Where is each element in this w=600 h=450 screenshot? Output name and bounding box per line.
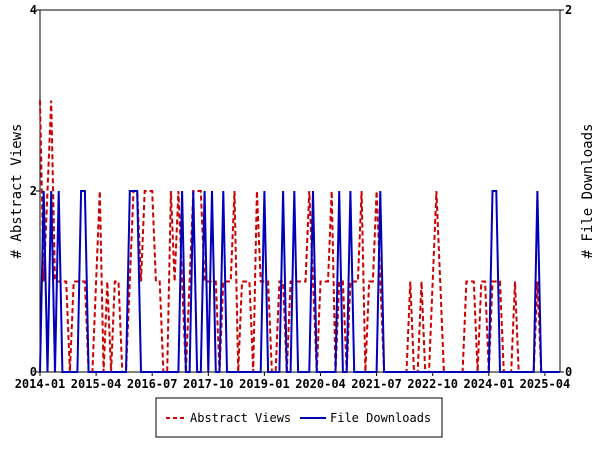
- x-tick-label: 2025-04: [520, 377, 571, 391]
- x-tick-label: 2022-10: [407, 377, 458, 391]
- x-tick-label: 2015-04: [71, 377, 122, 391]
- y-left-tick-label: 0: [30, 365, 37, 379]
- y-axis-left-label: # Abstract Views: [9, 124, 25, 259]
- x-tick-label: 2021-07: [351, 377, 402, 391]
- x-tick-label: 2014-01: [15, 377, 66, 391]
- legend-box: [155, 397, 443, 438]
- x-tick-label: 2024-01: [464, 377, 515, 391]
- y-axis-right-label: # File Downloads: [580, 124, 596, 259]
- axis-ticks: 2014-01 2015-04 2016-07 2017-10 2019-01 2020-…: [15, 3, 573, 391]
- legend-label-abstract-views: Abstract Views: [190, 411, 291, 425]
- y-left-tick-label: 2: [30, 184, 37, 198]
- x-tick-label: 2020-04: [295, 377, 346, 391]
- x-tick-label: 2017-10: [183, 377, 234, 391]
- x-tick-label: 2019-01: [239, 377, 290, 391]
- plot-area: [39, 9, 561, 373]
- legend: Abstract Views File Downloads: [155, 397, 443, 438]
- x-tick-label: 2016-07: [127, 377, 178, 391]
- y-left-tick-label: 4: [30, 3, 37, 17]
- legend-label-file-downloads: File Downloads: [330, 411, 431, 425]
- series-lines: [39, 100, 560, 373]
- y-right-tick-label: 0: [565, 365, 572, 379]
- series-line-file-downloads: [39, 190, 560, 373]
- y-right-tick-label: 2: [565, 3, 572, 17]
